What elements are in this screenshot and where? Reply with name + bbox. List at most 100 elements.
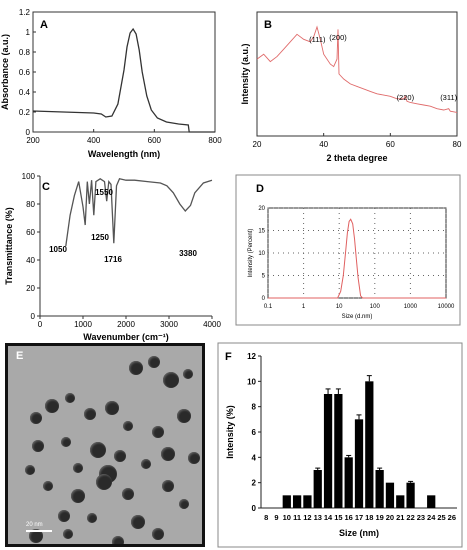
nanoparticle (87, 513, 97, 523)
y-tick-label-f: 4 (252, 453, 257, 462)
panel-border-f (217, 342, 463, 548)
x-axis-label-d: Size (d.nm) (342, 314, 373, 320)
nanoparticle (32, 440, 44, 452)
panel-letter-f: F (225, 351, 232, 363)
nanoparticle (122, 488, 134, 500)
nanoparticle (90, 442, 106, 458)
histogram-bar (313, 470, 322, 508)
nanoparticle (177, 409, 191, 423)
x-tick-label-d: 10000 (438, 304, 455, 310)
y-tick-label-a: 0.2 (19, 108, 31, 117)
peak-label: (111) (309, 35, 326, 44)
y-tick-label-d: 0 (262, 296, 266, 302)
x-tick-label-f: 14 (324, 513, 333, 522)
x-tick-label-d: 100 (370, 304, 381, 310)
panel-letter-a: A (40, 19, 48, 31)
peak-label: (311) (440, 93, 457, 102)
peak-label: (200) (329, 33, 347, 42)
peak-label: (220) (397, 93, 415, 102)
x-tick-label-c: 1000 (74, 320, 92, 329)
peak-label: 3380 (179, 249, 197, 258)
tem-micrograph-image: E 20 nm (5, 343, 205, 547)
y-tick-label-f: 0 (252, 504, 257, 513)
histogram-bar (385, 482, 395, 508)
nanoparticle (152, 528, 164, 540)
x-tick-label-c: 3000 (160, 320, 178, 329)
y-axis-label-a: Absorbance (a.u.) (0, 34, 10, 110)
y-tick-label-f: 2 (252, 479, 257, 488)
y-tick-label-c: 0 (31, 312, 36, 321)
x-tick-label-f: 19 (375, 513, 383, 522)
x-tick-label-f: 15 (334, 513, 342, 522)
nanoparticle (73, 463, 83, 473)
panel-letter-e: E (16, 350, 24, 362)
nanoparticle (148, 356, 160, 368)
plot-frame-d (267, 207, 447, 299)
y-tick-label-a: 1 (26, 28, 31, 37)
y-tick-label-c: 100 (22, 172, 36, 181)
histogram-bar (282, 495, 291, 508)
nanoparticle (96, 474, 112, 490)
nanoparticle (163, 372, 179, 388)
x-tick-label-c: 2000 (117, 320, 135, 329)
histogram-bar (365, 381, 374, 508)
nanoparticle (58, 510, 70, 522)
histogram-bar (375, 470, 384, 508)
x-axis-label-f: Size (nm) (339, 528, 379, 538)
x-tick-label-f: 17 (355, 513, 363, 522)
y-tick-label-d: 5 (262, 274, 266, 280)
scale-bar-label: 20 nm (26, 522, 43, 528)
panel-letter-d: D (256, 183, 264, 195)
y-axis-label-d: Intensity (Percent) (248, 229, 254, 278)
y-axis-label-b: Intensity (a.u.) (240, 43, 250, 104)
x-tick-label-f: 24 (427, 513, 436, 522)
nanoparticle (25, 465, 35, 475)
x-axis-label-a: Wavelength (nm) (88, 149, 160, 159)
x-tick-label-d: 10 (336, 304, 343, 310)
peak-label: 1250 (91, 233, 109, 242)
nanoparticle (114, 450, 126, 462)
y-axis-label-f: Intensity (%) (225, 405, 235, 459)
x-tick-label-f: 25 (437, 513, 445, 522)
histogram-bar (303, 495, 312, 508)
panel-border-d (235, 174, 461, 326)
nanoparticle (123, 421, 133, 431)
y-tick-label-c: 20 (26, 284, 35, 293)
nanoparticle (45, 399, 59, 413)
nanoparticle (131, 515, 145, 529)
x-tick-label-c: 0 (38, 320, 43, 329)
nanoparticle (162, 480, 174, 492)
y-tick-label-f: 12 (247, 352, 256, 361)
y-tick-label-c: 60 (26, 228, 35, 237)
x-tick-label-f: 22 (406, 513, 414, 522)
histogram-bar (396, 495, 405, 508)
absorbance-curve (32, 27, 215, 133)
histogram-bar (406, 482, 415, 508)
x-tick-label-f: 12 (303, 513, 311, 522)
nanoparticle (161, 447, 175, 461)
nanoparticle (71, 489, 85, 503)
y-tick-label-f: 8 (252, 403, 257, 412)
nanoparticle (43, 481, 53, 491)
nanoparticle (105, 401, 119, 415)
nanoparticle (65, 393, 75, 403)
nanoparticle (129, 361, 143, 375)
x-tick-label-d: 0.1 (264, 304, 273, 310)
x-tick-label-b: 60 (386, 140, 395, 149)
y-tick-label-a: 0.4 (19, 88, 31, 97)
x-tick-label-f: 26 (448, 513, 456, 522)
nanoparticle (152, 426, 164, 438)
xrd-pattern (256, 25, 458, 113)
x-tick-label-f: 10 (283, 513, 291, 522)
x-tick-label-f: 11 (293, 513, 301, 522)
nanoparticle (183, 369, 193, 379)
nanoparticle (30, 412, 42, 424)
x-tick-label-d: 1 (302, 304, 306, 310)
x-tick-label-a: 800 (208, 136, 222, 145)
histogram-bar (292, 495, 302, 508)
scale-bar (26, 530, 52, 532)
x-axis-label-b: 2 theta degree (326, 153, 387, 163)
panel-letter-b: B (264, 19, 272, 31)
y-tick-label-d: 10 (258, 251, 265, 257)
